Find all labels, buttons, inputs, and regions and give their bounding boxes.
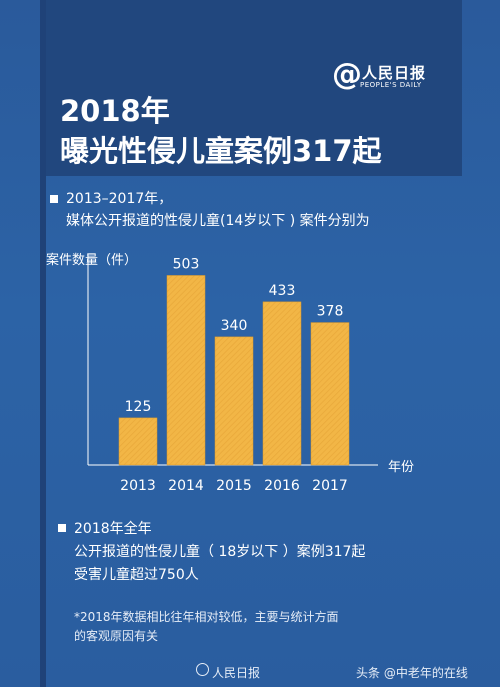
section2-line2: 公开报道的性侵儿童（ 18岁以下 ）案例317起 xyxy=(74,544,366,560)
header-band xyxy=(40,0,462,176)
footnote-line1: *2018年数据相比往年相对较低，主要与统计方面 xyxy=(74,610,339,624)
section2-line3: 受害儿童超过750人 xyxy=(74,567,199,583)
weibo-icon xyxy=(196,663,209,676)
data-label-2014: 503 xyxy=(173,256,200,272)
section1-line2: 媒体公开报道的性侵儿童(14岁以下 ) 案件分别为 xyxy=(66,213,370,229)
bar-2015 xyxy=(214,336,254,466)
x-tick-label-2016: 2016 xyxy=(264,478,300,494)
page-title-year: 2018年 xyxy=(60,94,170,128)
side-accent-bar xyxy=(40,0,46,687)
x-tick-label-2013: 2013 xyxy=(120,478,156,494)
at-logo-icon: @ xyxy=(332,57,362,92)
bar-2017 xyxy=(310,322,350,466)
section1-bullet xyxy=(50,195,58,203)
peoples-daily-logo: @ 人民日报 PEOPLE'S DAILY xyxy=(332,58,452,98)
logo-chinese-name: 人民日报 xyxy=(362,64,427,82)
section1-line1: 2013–2017年， xyxy=(66,191,173,207)
bar-2014 xyxy=(166,275,206,466)
x-axis-label: 年份 xyxy=(388,460,415,475)
y-axis-label: 案件数量（件） xyxy=(46,253,138,268)
weibo-account-label: 人民日报 xyxy=(212,666,261,680)
section2-line1: 2018年全年 xyxy=(74,521,152,537)
toutiao-watermark: 头条 @中老年的在线 xyxy=(356,666,468,680)
data-label-2016: 433 xyxy=(269,283,296,299)
section2-bullet xyxy=(58,524,66,532)
data-label-2017: 378 xyxy=(317,304,344,320)
data-label-2015: 340 xyxy=(221,318,248,334)
bar-2016 xyxy=(262,301,302,466)
footnote-line2: 的客观原因有关 xyxy=(74,629,159,643)
x-tick-label-2015: 2015 xyxy=(216,478,252,494)
x-tick-label-2014: 2014 xyxy=(168,478,204,494)
data-label-2013: 125 xyxy=(125,399,152,415)
x-tick-label-2017: 2017 xyxy=(312,478,348,494)
logo-english-name: PEOPLE'S DAILY xyxy=(360,81,422,89)
bar-2013 xyxy=(118,417,158,466)
page-title-main: 曝光性侵儿童案例317起 xyxy=(60,134,382,168)
